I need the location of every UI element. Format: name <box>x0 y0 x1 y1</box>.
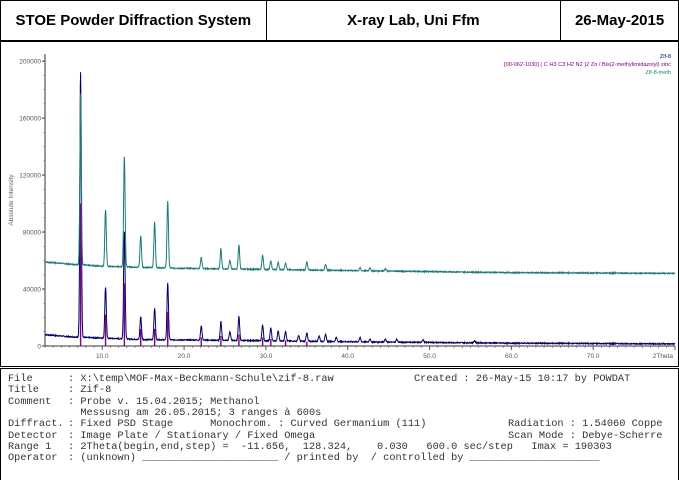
x-tick-label: 10.0 <box>96 353 109 360</box>
x-tick-label: 50.0 <box>423 353 436 360</box>
y-tick-label: 120000 <box>19 173 41 180</box>
diffraction-chart: 0 40000 80000 120000 160000 200000 10.0 20.0 30.… <box>8 54 676 360</box>
diffraction-plot-panel: 0 40000 80000 120000 160000 200000 10.0 20.0 30.… <box>0 41 679 367</box>
y-tick-label: 0 <box>37 344 41 351</box>
chart-legend: Zif-8 [00-062-1030] ( C H3 C3 H2 N2 )2 Zn… <box>504 54 671 76</box>
series-line-zif8 <box>44 72 676 346</box>
info-key: Diffract. <box>8 418 64 431</box>
info-value: Messusng am 26.05.2015; 3 ranges à 600s <box>68 406 322 419</box>
report-header: STOE Powder Diffraction System X-ray Lab… <box>0 0 679 41</box>
info-key: Title <box>8 384 39 397</box>
info-key: Range 1 <box>8 440 52 453</box>
info-extra: Scan Mode : Debye-Scherre <box>508 429 663 442</box>
x-tick-label: 40.0 <box>341 353 354 360</box>
series-line-zif8-meth <box>44 93 676 276</box>
info-extra: Radiation : 1.54060 Coppe <box>508 418 663 431</box>
x-axis-label: 2Theta <box>653 353 674 360</box>
info-key: File <box>8 373 33 385</box>
x-tick-label: 20.0 <box>178 353 191 360</box>
system-name: STOE Powder Diffraction System <box>1 1 267 40</box>
y-tick-label: 160000 <box>19 116 41 123</box>
legend-entry: Zif-8 <box>660 54 671 60</box>
chart-axes: 0 40000 80000 120000 160000 200000 10.0 20.0 30.… <box>8 54 676 360</box>
x-tick-label: 70.0 <box>587 353 600 360</box>
chart-series <box>44 72 676 346</box>
legend-entry: [00-062-1030] ( C H3 C3 H2 N2 )2 Zn / Bi… <box>504 62 671 68</box>
info-value: : Probe v. 15.04.2015; Methanol <box>68 395 260 408</box>
info-key: Operator <box>8 452 58 465</box>
info-value: : Fixed PSD Stage Monochrom. : Curved Ge… <box>68 418 427 431</box>
y-tick-label: 80000 <box>23 230 41 237</box>
x-tick-label: 60.0 <box>505 353 518 360</box>
y-axis-label: Absolute Intensity <box>8 174 15 226</box>
lab-name: X-ray Lab, Uni Ffm <box>267 1 562 40</box>
y-tick-label: 40000 <box>23 287 41 294</box>
info-value: : X:\temp\MOF-Max-Beckmann-Schule\zif-8.… <box>68 373 334 385</box>
legend-entry: Zif-8-meth <box>646 70 672 76</box>
info-value: : Image Plate / Stationary / Fixed Omega <box>68 429 316 442</box>
measurement-info-panel: File : X:\temp\MOF-Max-Beckmann-Schule\zi… <box>0 368 679 480</box>
info-value: : (unknown) ______________________ / pri… <box>68 452 600 465</box>
y-tick-label: 200000 <box>19 59 41 66</box>
info-value: : 2Theta(begin,end,step) = -11.656, 128.… <box>68 440 612 453</box>
info-key: Detector <box>8 429 58 442</box>
report-date: 26-May-2015 <box>574 12 665 29</box>
x-tick-label: 30.0 <box>260 353 273 360</box>
info-extra: Created : 26-May-15 10:17 by POWDAT <box>414 373 631 385</box>
info-value: : Zif-8 <box>68 384 112 397</box>
info-key: Comment <box>8 395 52 408</box>
